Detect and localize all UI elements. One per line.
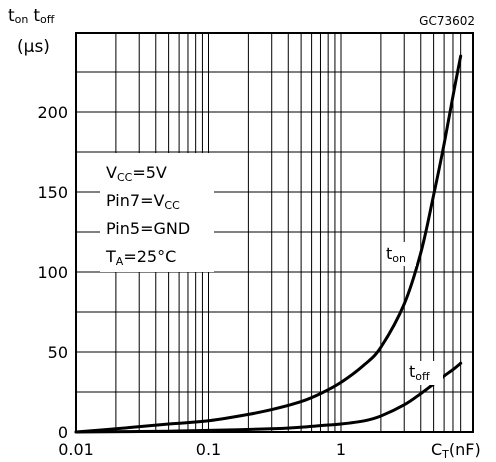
x-tick-label: 1 [336,440,346,459]
svg-text:toff: toff [409,362,430,383]
y-tick-label: 200 [37,103,68,122]
y-label-t1-sub: on [15,13,29,26]
series-label-ton: ton [384,242,416,266]
y-tick-label: 150 [37,183,68,202]
condition-line: Pin5=GND [106,219,190,238]
condition-line: VCC=5V [106,163,167,184]
y-label-t2: t [33,6,40,26]
series-label-toff: toff [407,361,443,385]
x-tick-label: 0.01 [58,440,94,459]
y-label-unit: (µs) [17,37,50,57]
x-axis-label: CT(nF) [431,440,481,461]
y-label-t2-sub: off [40,13,55,26]
conditions-backdrop [100,153,214,272]
y-tick-label: 100 [37,263,68,282]
y-tick-label: 0 [58,423,68,442]
condition-line: TA=25°C [105,247,176,268]
plot-frame [75,32,474,433]
x-tick-label: 0.1 [196,440,221,459]
figure-code: GC73602 [419,14,475,28]
toff-curve [74,361,463,434]
y-axis-label: ton toff (µs) [8,6,55,57]
svg-text:ton: ton [386,244,406,265]
conditions-box: VCC=5V Pin7=VCC Pin5=GND TA=25°C [100,153,214,272]
ton-curve [74,54,463,434]
condition-line: Pin7=VCC [106,191,180,212]
y-label-t1: t [8,6,15,26]
y-tick-label: 50 [48,343,68,362]
